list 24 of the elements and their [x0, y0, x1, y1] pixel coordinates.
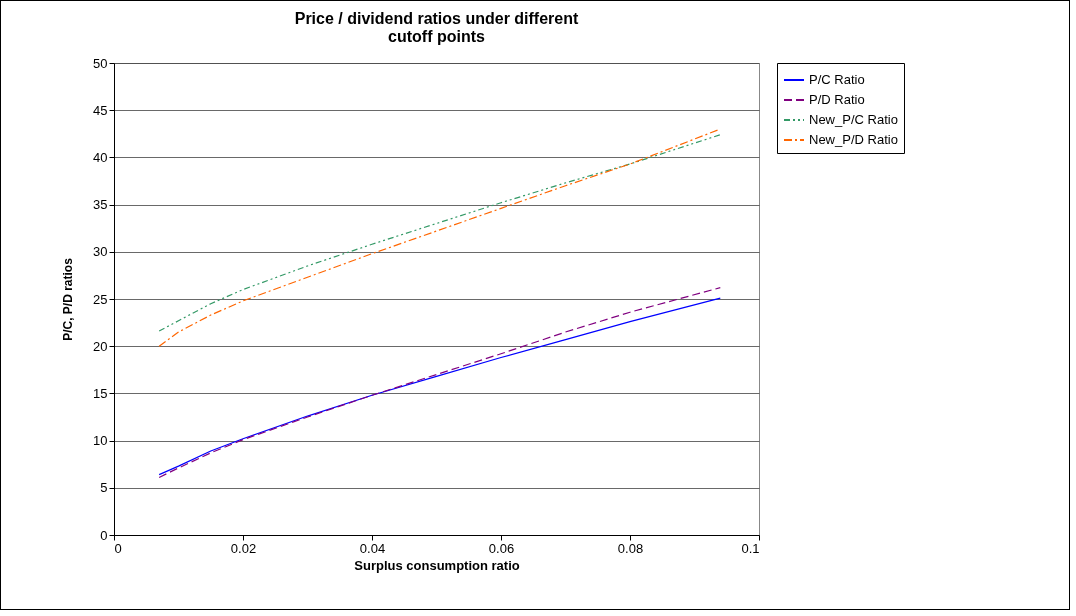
chart-title: Price / dividend ratios under different cutoff points	[294, 10, 579, 45]
y-tick-label: 10	[93, 433, 108, 449]
y-tick-label: 45	[93, 102, 108, 118]
y-tick-label: 35	[93, 197, 108, 213]
legend-label: New_P/C Ratio	[809, 112, 898, 127]
x-tick-label: 0.04	[359, 540, 386, 556]
legend-label: New_P/D Ratio	[809, 132, 898, 147]
x-tick-label: 0.1	[741, 540, 760, 556]
y-tick-label: 40	[93, 149, 108, 165]
y-tick-label: 30	[93, 244, 108, 260]
y-tick-label: 25	[93, 291, 108, 307]
legend-label: P/C Ratio	[809, 72, 865, 87]
x-axis-title: Surplus consumption ratio	[354, 557, 520, 573]
y-tick-label: 50	[93, 55, 108, 71]
x-tick-label: 0	[114, 540, 122, 556]
legend-label: P/D Ratio	[809, 92, 865, 107]
y-tick-label: 15	[93, 385, 108, 401]
y-tick-label: 5	[100, 480, 108, 496]
y-axis-title: P/C, P/D ratios	[61, 257, 76, 341]
y-tick-label: 0	[100, 527, 108, 543]
x-tick-label: 0.06	[488, 540, 515, 556]
x-tick-label: 0.02	[230, 540, 257, 556]
y-tick-label: 20	[93, 338, 108, 354]
x-tick-label: 0.08	[617, 540, 644, 556]
